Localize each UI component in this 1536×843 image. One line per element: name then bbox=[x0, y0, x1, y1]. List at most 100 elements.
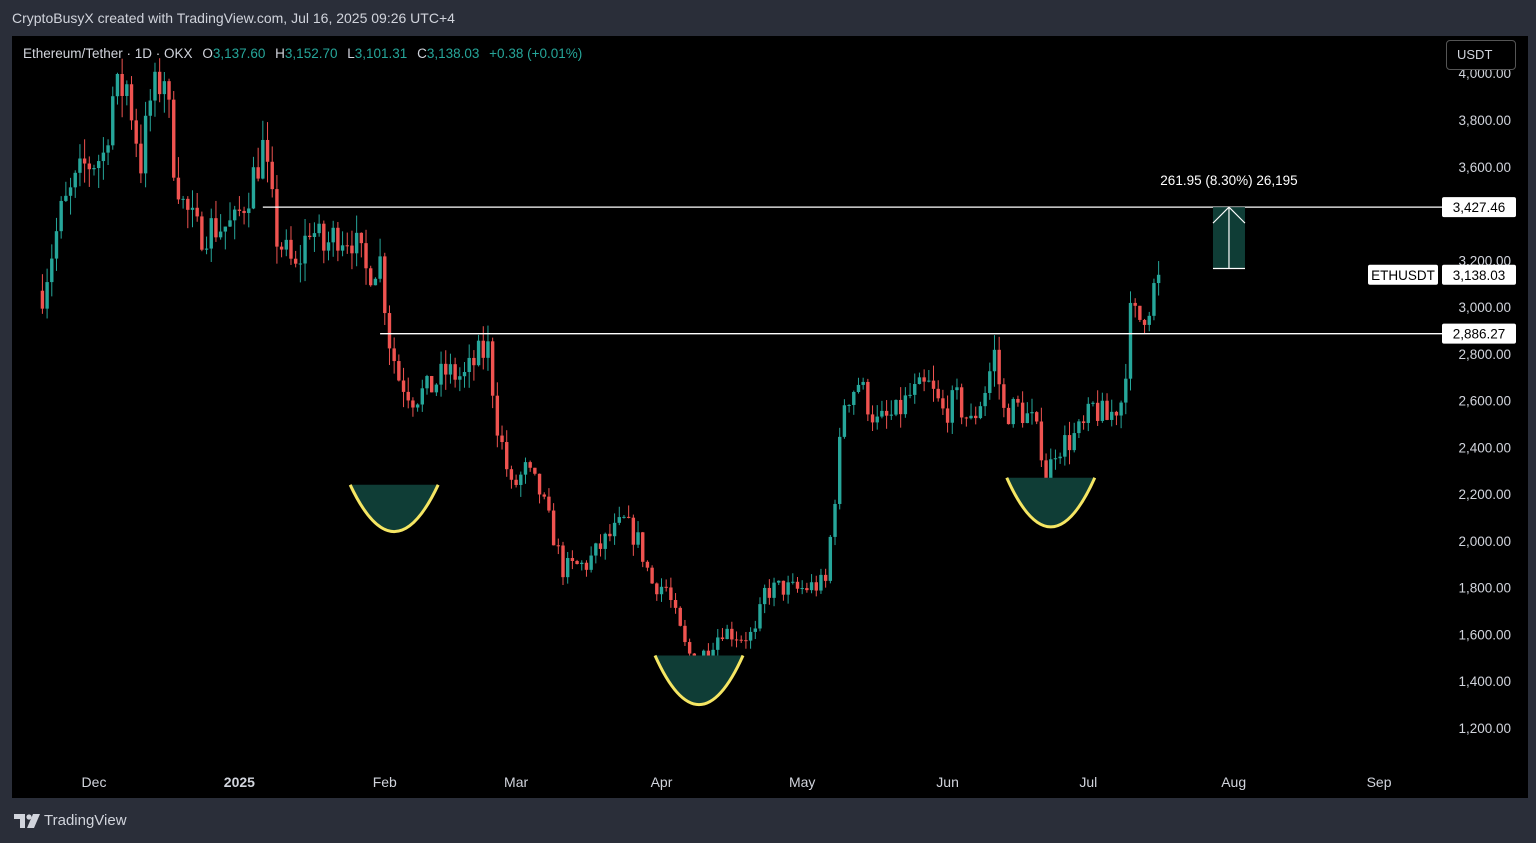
candle-body[interactable] bbox=[959, 387, 964, 418]
candle-body[interactable] bbox=[1100, 400, 1105, 421]
candle-body[interactable] bbox=[176, 177, 181, 200]
candle-body[interactable] bbox=[1030, 412, 1034, 414]
candle-body[interactable] bbox=[852, 391, 856, 405]
chart-panel[interactable]: 261.95 (8.30%) 26,195 4,000.00 3,800.00 3,… bbox=[12, 36, 1528, 798]
candle-body[interactable] bbox=[580, 562, 584, 565]
candle-body[interactable] bbox=[565, 558, 570, 578]
candle-body[interactable] bbox=[500, 435, 504, 443]
candle-body[interactable] bbox=[317, 223, 321, 234]
candle-body[interactable] bbox=[279, 246, 284, 250]
price-chart[interactable]: 261.95 (8.30%) 26,195 4,000.003,800.003,… bbox=[12, 36, 1528, 798]
candle-body[interactable] bbox=[533, 467, 537, 474]
candle-body[interactable] bbox=[486, 341, 490, 358]
candle-body[interactable] bbox=[856, 384, 861, 392]
candle-body[interactable] bbox=[1128, 302, 1133, 379]
candle-body[interactable] bbox=[1002, 384, 1006, 408]
candle-body[interactable] bbox=[1058, 456, 1062, 459]
candle-body[interactable] bbox=[1025, 413, 1030, 424]
candle-body[interactable] bbox=[1119, 402, 1123, 416]
candle-body[interactable] bbox=[753, 628, 757, 632]
candle-body[interactable] bbox=[153, 71, 157, 101]
candle-body[interactable] bbox=[54, 231, 59, 259]
candle-body[interactable] bbox=[758, 604, 762, 629]
candle-body[interactable] bbox=[809, 582, 814, 591]
candle-body[interactable] bbox=[1095, 402, 1100, 421]
candle-body[interactable] bbox=[1124, 378, 1128, 403]
candle-body[interactable] bbox=[1138, 305, 1142, 320]
candle-body[interactable] bbox=[1053, 458, 1058, 460]
candle-body[interactable] bbox=[354, 232, 359, 254]
candle-body[interactable] bbox=[401, 380, 406, 392]
candle-body[interactable] bbox=[913, 384, 917, 395]
candle-body[interactable] bbox=[120, 73, 124, 96]
candle-body[interactable] bbox=[748, 631, 753, 641]
candle-body[interactable] bbox=[781, 580, 786, 595]
currency-button[interactable]: USDT bbox=[1446, 40, 1516, 70]
candle-body[interactable] bbox=[481, 340, 485, 358]
candle-body[interactable] bbox=[664, 586, 668, 588]
candle-body[interactable] bbox=[997, 349, 1001, 385]
candle-body[interactable] bbox=[509, 469, 514, 480]
candle-body[interactable] bbox=[336, 227, 340, 251]
candle-body[interactable] bbox=[1044, 460, 1048, 489]
candle-body[interactable] bbox=[1067, 435, 1072, 451]
candle-body[interactable] bbox=[617, 517, 621, 523]
candle-body[interactable] bbox=[542, 494, 546, 497]
candle-body[interactable] bbox=[575, 560, 579, 565]
candle-body[interactable] bbox=[894, 399, 898, 415]
candle-body[interactable] bbox=[78, 158, 82, 173]
candle-body[interactable] bbox=[420, 388, 424, 405]
candle-body[interactable] bbox=[214, 218, 218, 238]
candle-body[interactable] bbox=[256, 167, 260, 179]
candle-body[interactable] bbox=[434, 384, 439, 393]
candle-body[interactable] bbox=[467, 357, 471, 373]
candle-body[interactable] bbox=[237, 209, 242, 211]
candle-body[interactable] bbox=[59, 200, 63, 232]
candle-body[interactable] bbox=[490, 341, 495, 396]
candle-body[interactable] bbox=[777, 580, 781, 583]
candle-body[interactable] bbox=[730, 628, 734, 640]
candle-body[interactable] bbox=[134, 120, 138, 144]
candle-body[interactable] bbox=[472, 357, 476, 366]
candle-body[interactable] bbox=[64, 195, 68, 201]
candle-body[interactable] bbox=[626, 516, 631, 518]
candle-body[interactable] bbox=[383, 256, 387, 314]
candle-body[interactable] bbox=[167, 81, 171, 100]
candle-body[interactable] bbox=[711, 649, 715, 657]
candle-body[interactable] bbox=[612, 522, 617, 537]
candle-body[interactable] bbox=[725, 628, 729, 640]
candle-body[interactable] bbox=[767, 587, 772, 598]
candle-body[interactable] bbox=[369, 268, 373, 286]
candle-body[interactable] bbox=[734, 639, 739, 641]
candle-body[interactable] bbox=[92, 168, 96, 170]
candle-body[interactable] bbox=[1049, 459, 1053, 489]
candle-body[interactable] bbox=[406, 391, 410, 401]
candle-body[interactable] bbox=[425, 376, 429, 389]
candle-body[interactable] bbox=[45, 282, 49, 309]
candle-body[interactable] bbox=[584, 562, 589, 570]
candle-body[interactable] bbox=[275, 189, 279, 247]
candle-body[interactable] bbox=[547, 496, 551, 511]
candle-body[interactable] bbox=[228, 220, 232, 227]
candle-body[interactable] bbox=[828, 536, 833, 581]
candle-body[interactable] bbox=[659, 586, 664, 595]
candle-body[interactable] bbox=[439, 363, 443, 385]
candle-body[interactable] bbox=[233, 209, 237, 221]
candle-body[interactable] bbox=[209, 218, 213, 249]
candle-body[interactable] bbox=[111, 96, 115, 146]
candle-body[interactable] bbox=[298, 263, 303, 265]
candle-body[interactable] bbox=[1020, 402, 1025, 424]
candle-body[interactable] bbox=[866, 381, 870, 415]
candle-body[interactable] bbox=[641, 532, 645, 562]
candle-body[interactable] bbox=[762, 587, 767, 605]
candle-body[interactable] bbox=[270, 161, 274, 190]
candle-body[interactable] bbox=[312, 233, 317, 237]
candle-body[interactable] bbox=[125, 84, 129, 96]
candle-body[interactable] bbox=[1152, 283, 1156, 316]
candle-body[interactable] bbox=[82, 158, 87, 164]
candle-body[interactable] bbox=[265, 139, 270, 162]
candle-body[interactable] bbox=[514, 479, 518, 485]
candle-body[interactable] bbox=[678, 607, 682, 626]
candle-body[interactable] bbox=[1072, 433, 1076, 451]
candle-body[interactable] bbox=[791, 581, 795, 583]
